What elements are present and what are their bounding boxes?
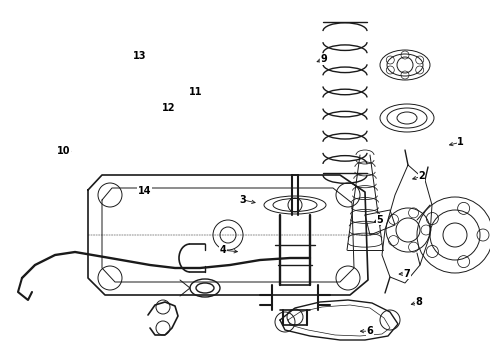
Text: 6: 6 — [367, 326, 373, 336]
Text: 13: 13 — [133, 51, 147, 61]
Text: 8: 8 — [416, 297, 422, 307]
Text: 14: 14 — [138, 186, 151, 196]
Text: 4: 4 — [220, 245, 226, 255]
Text: 10: 10 — [57, 146, 71, 156]
Text: 7: 7 — [403, 269, 410, 279]
Text: 11: 11 — [189, 87, 203, 97]
Text: 1: 1 — [457, 137, 464, 147]
Text: 5: 5 — [376, 215, 383, 225]
Text: 9: 9 — [320, 54, 327, 64]
Text: 12: 12 — [162, 103, 176, 113]
Text: 2: 2 — [418, 171, 425, 181]
Text: 3: 3 — [239, 195, 246, 205]
